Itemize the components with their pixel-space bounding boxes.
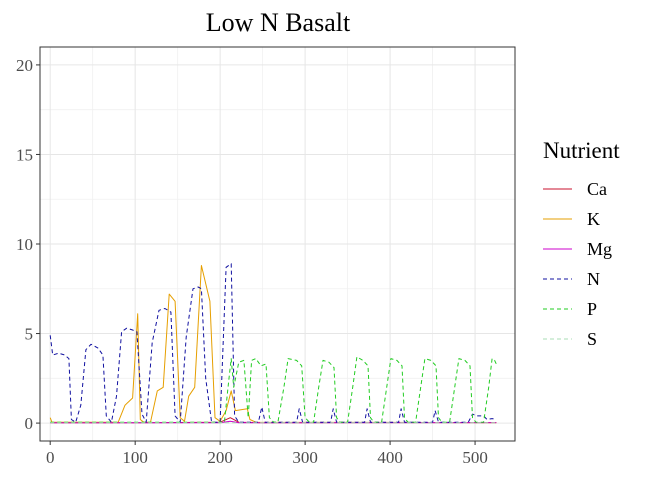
y-tick-label: 10 <box>16 235 33 254</box>
chart-title: Low N Basalt <box>206 8 351 37</box>
series-line-n <box>49 263 497 423</box>
legend-label-n: N <box>587 269 600 289</box>
series-line-k <box>49 265 497 424</box>
x-tick-label: 400 <box>377 448 403 467</box>
x-tick-label: 300 <box>292 448 318 467</box>
legend-label-ca: Ca <box>587 179 607 199</box>
axis-ticks: 0 100 200 300 400 500 0 5 10 15 20 <box>16 56 488 467</box>
y-tick-label: 15 <box>16 145 33 164</box>
legend-title: Nutrient <box>543 138 620 163</box>
x-tick-label: 100 <box>122 448 148 467</box>
x-tick-label: 0 <box>46 448 55 467</box>
y-tick-label: 20 <box>16 56 33 75</box>
legend-label-mg: Mg <box>587 239 612 259</box>
legend-label-s: S <box>587 329 597 349</box>
x-tick-label: 500 <box>462 448 488 467</box>
y-tick-label: 5 <box>25 325 34 344</box>
x-tick-label: 200 <box>207 448 233 467</box>
legend: Nutrient Ca K Mg NPS <box>543 138 620 349</box>
legend-label-p: P <box>587 299 597 319</box>
grid-lines <box>40 47 515 441</box>
y-tick-label: 0 <box>25 414 34 433</box>
plot-series <box>49 263 497 424</box>
legend-label-k: K <box>587 209 600 229</box>
